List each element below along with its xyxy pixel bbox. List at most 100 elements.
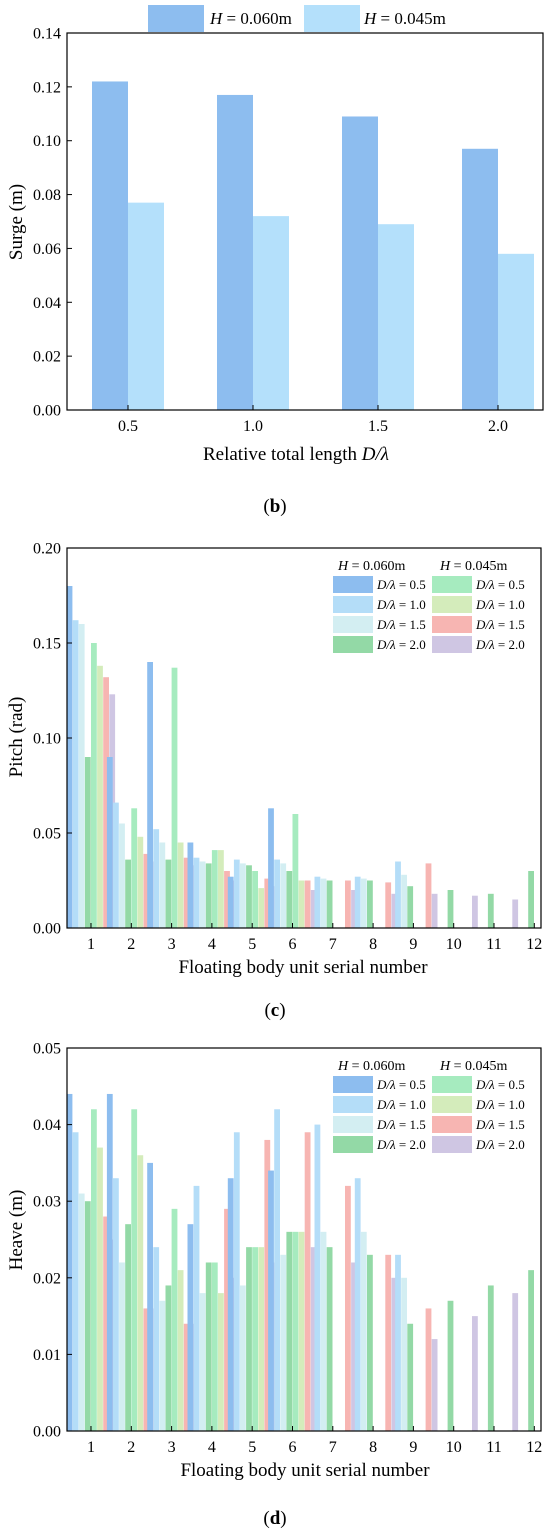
- b-y-tick-label: 0.00: [33, 403, 61, 420]
- heave-legend-swatch-h-0-045m-d-1-5: [432, 1116, 472, 1133]
- heave-legend-header-h060: H = 0.060m: [337, 1059, 406, 1074]
- heave-bar-h-0-060m-d-2-0-unit-11: [487, 1285, 494, 1431]
- heave-legend-label-h-0-060m-d-1-5: D/λ = 1.5: [376, 1117, 426, 1132]
- pitch-bar-h-0-045m-d-2-0-unit-7: [351, 890, 357, 928]
- surge-bar-h-0-045m-1-0: [253, 216, 289, 410]
- heave-bar-h-0-045m-d-0-5-unit-4: [211, 1262, 218, 1431]
- heave-bar-h-0-060m-d-1-5-unit-3: [159, 1300, 166, 1431]
- c-x-tick-label: 11: [486, 936, 501, 953]
- heave-bar-h-0-060m-d-1-5-unit-6: [280, 1254, 287, 1431]
- heave-bar-h-0-045m-d-0-5-unit-5: [252, 1247, 258, 1431]
- heave-legend-swatch-h-0-045m-d-0-5: [432, 1076, 472, 1093]
- pitch-bar-h-0-060m-d-0-5-unit-4: [187, 842, 194, 928]
- pitch-bar-h-0-060m-d-1-5-unit-9: [401, 874, 407, 928]
- heave-bar-h-0-060m-d-0-5-unit-3: [147, 1162, 153, 1431]
- pitch-bar-h-0-045m-d-1-5-unit-9: [425, 863, 432, 928]
- c-y-tick-label: 0.20: [33, 541, 61, 558]
- heave-bar-h-0-060m-d-0-5-unit-5: [227, 1178, 234, 1431]
- d-x-tick-label: 10: [446, 1439, 462, 1456]
- heave-bar-h-0-045m-d-1-0-unit-1: [97, 1147, 103, 1431]
- pitch-bar-h-0-060m-d-0-5-unit-2: [106, 757, 113, 928]
- pitch-bar-h-0-045m-d-0-5-unit-3: [171, 667, 178, 928]
- pitch-legend-swatch-h-0-045m-d-1-0: [432, 596, 472, 613]
- pitch-bar-h-0-045m-d-1-0-unit-3: [177, 842, 184, 928]
- heave-bar-h-0-060m-d-1-0-unit-4: [193, 1185, 200, 1431]
- pitch-bar-h-0-045m-d-1-5-unit-2: [143, 853, 150, 928]
- pitch-bar-h-0-060m-d-1-0-unit-7: [314, 876, 321, 928]
- b-y-tick-label: 0.10: [33, 133, 61, 150]
- heave-bar-h-0-060m-d-1-0-unit-5: [233, 1132, 240, 1431]
- pitch-bar-h-0-060m-d-2-0-unit-12: [528, 871, 534, 928]
- pitch-legend-label-h-0-060m-d-2-0: D/λ = 2.0: [376, 637, 426, 652]
- heave-bar-h-0-060m-d-2-0-unit-3: [165, 1285, 172, 1431]
- heave-bar-h-0-060m-d-1-5-unit-8: [360, 1231, 367, 1431]
- heave-bar-h-0-045m-d-2-0-unit-7: [351, 1262, 357, 1431]
- heave-legend-header-h045: H = 0.045m: [439, 1059, 508, 1074]
- d-y-tick-label: 0.05: [33, 1041, 61, 1058]
- pitch-bar-h-0-060m-d-1-0-unit-5: [233, 859, 240, 928]
- heave-bar-h-0-060m-d-2-0-unit-12: [528, 1270, 534, 1431]
- heave-bar-h-0-045m-d-1-5-unit-6: [304, 1132, 311, 1431]
- heave-bar-h-0-060m-d-1-5-unit-7: [320, 1231, 327, 1431]
- pitch-bar-h-0-060m-d-1-0-unit-1: [72, 620, 79, 928]
- d-y-tick-label: 0.02: [33, 1270, 61, 1287]
- surge-legend-label-h-0-045m: H = 0.045m: [363, 9, 446, 28]
- pitch-bar-h-0-060m-d-2-0-unit-10: [447, 890, 454, 928]
- pitch-legend-swatch-h-0-045m-d-0-5: [432, 576, 472, 593]
- pitch-legend-label-h-0-045m-d-1-0: D/λ = 1.0: [475, 597, 525, 612]
- c-x-tick-label: 5: [248, 936, 256, 953]
- d-x-tick-label: 6: [289, 1439, 297, 1456]
- pitch-bar-h-0-045m-d-2-0-unit-8: [391, 893, 398, 928]
- surge-legend: H = 0.060m H = 0.045m: [148, 5, 446, 32]
- surge-x-axis-label: Relative total length D/λ: [203, 444, 389, 465]
- heave-legend-label-h-0-045m-d-1-5: D/λ = 1.5: [475, 1117, 525, 1132]
- pitch-bar-h-0-045m-d-1-5-unit-1: [103, 677, 109, 928]
- heave-bar-h-0-045m-d-1-0-unit-6: [298, 1231, 305, 1431]
- heave-bar-h-0-060m-d-2-0-unit-9: [407, 1323, 414, 1431]
- heave-bar-h-0-045m-d-1-5-unit-3: [183, 1323, 190, 1431]
- d-x-tick-label: 8: [369, 1439, 377, 1456]
- heave-legend-label-h-0-060m-d-0-5: D/λ = 0.5: [376, 1077, 426, 1092]
- surge-bar-h-0-060m-1-5: [342, 116, 378, 410]
- pitch-bar-h-0-045m-d-0-5-unit-6: [292, 814, 299, 928]
- surge-y-axis-label: Surge (m): [6, 184, 27, 260]
- pitch-bar-h-0-060m-d-2-0-unit-6: [286, 871, 293, 928]
- c-y-tick-label: 0.05: [33, 826, 61, 843]
- c-x-tick-label: 3: [168, 936, 176, 953]
- heave-bar-h-0-045m-d-0-5-unit-6: [292, 1231, 299, 1431]
- pitch-bar-h-0-045m-d-1-5-unit-8: [385, 882, 392, 928]
- surge-bar-h-0-045m-0-5: [128, 202, 164, 410]
- heave-bar-h-0-060m-d-1-0-unit-1: [72, 1132, 79, 1431]
- heave-legend-swatch-h-0-060m-d-1-0: [333, 1096, 373, 1113]
- heave-bar-h-0-045m-d-1-0-unit-3: [177, 1270, 184, 1431]
- pitch-bar-h-0-060m-d-2-0-unit-7: [326, 880, 333, 928]
- surge-legend-label-h-0-060m: H = 0.060m: [209, 9, 292, 28]
- heave-legend-swatch-h-0-045m-d-2-0: [432, 1136, 472, 1153]
- d-x-tick-label: 5: [248, 1439, 256, 1456]
- surge-bar-h-0-045m-2-0: [498, 253, 534, 410]
- d-x-tick-label: 4: [208, 1439, 216, 1456]
- surge-bar-h-0-060m-0-5: [92, 81, 128, 410]
- pitch-bar-h-0-060m-d-1-5-unit-1: [78, 624, 85, 928]
- heave-bar-h-0-060m-d-2-0-unit-4: [205, 1262, 212, 1431]
- pitch-legend-swatch-h-0-060m-d-1-0: [333, 596, 373, 613]
- pitch-bar-h-0-060m-d-2-0-unit-9: [407, 886, 414, 928]
- c-y-tick-label: 0.00: [33, 921, 61, 938]
- pitch-bar-h-0-045m-d-1-0-unit-4: [218, 850, 224, 928]
- pitch-bar-h-0-060m-d-0-5-unit-5: [227, 876, 234, 928]
- pitch-bar-h-0-060m-d-2-0-unit-3: [165, 859, 172, 928]
- pitch-legend-swatch-h-0-060m-d-2-0: [333, 636, 373, 653]
- pitch-bar-h-0-060m-d-1-0-unit-6: [274, 859, 280, 928]
- heave-bar-h-0-045m-d-1-0-unit-5: [258, 1247, 265, 1431]
- b-x-tick-label: 0.5: [118, 418, 138, 435]
- heave-bar-h-0-045m-d-2-0-unit-6: [310, 1247, 317, 1431]
- heave-legend-label-h-0-045m-d-0-5: D/λ = 0.5: [475, 1077, 525, 1092]
- pitch-bar-h-0-060m-d-0-5-unit-6: [268, 808, 274, 928]
- surge-legend-swatch-h-0-045m: [304, 5, 360, 32]
- pitch-bar-h-0-060m-d-1-5-unit-5: [240, 863, 246, 928]
- heave-legend-swatch-h-0-060m-d-0-5: [333, 1076, 373, 1093]
- heave-legend-label-h-0-045m-d-2-0: D/λ = 2.0: [475, 1137, 525, 1152]
- pitch-legend-label-h-0-060m-d-1-0: D/λ = 1.0: [376, 597, 426, 612]
- heave-legend-label-h-0-060m-d-2-0: D/λ = 2.0: [376, 1137, 426, 1152]
